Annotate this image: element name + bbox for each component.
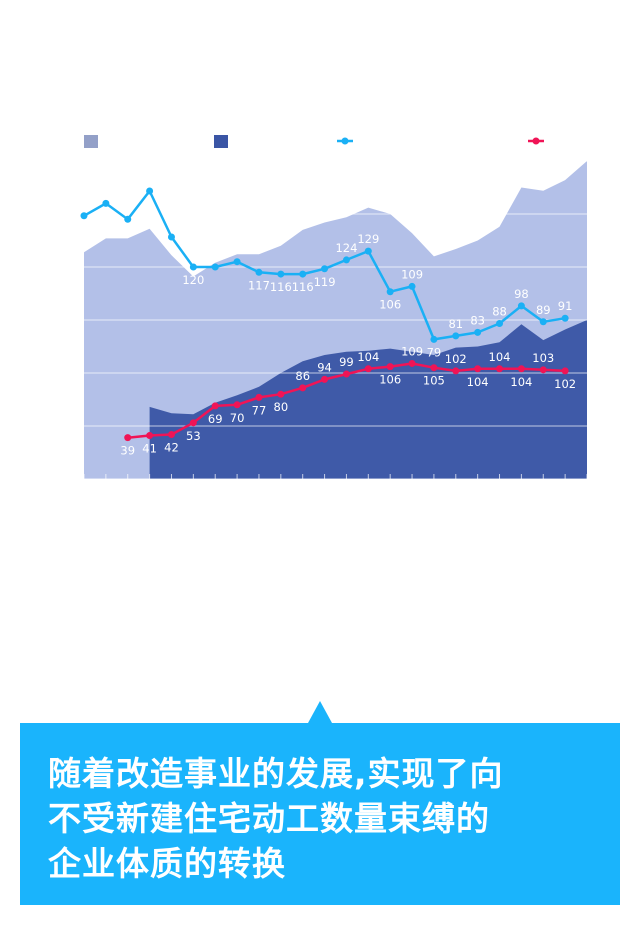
blue-series-data-label: 83 bbox=[470, 313, 485, 327]
red-series-point bbox=[386, 363, 394, 371]
red-series-data-label: 104 bbox=[489, 350, 511, 364]
red-series-data-label: 77 bbox=[252, 403, 267, 417]
blue-series-data-label: 119 bbox=[314, 275, 336, 289]
legend-marker-line-2 bbox=[532, 137, 540, 145]
callout-box: 随着改造事业的发展,实现了向 不受新建住宅动工数量束缚的 企业体质的转换 bbox=[20, 723, 620, 905]
blue-series-point bbox=[80, 212, 88, 220]
blue-series-point bbox=[364, 247, 372, 255]
blue-series-data-label: 109 bbox=[401, 267, 423, 281]
blue-series-point bbox=[299, 270, 307, 278]
red-series-point bbox=[255, 393, 263, 401]
blue-series-point bbox=[102, 199, 110, 207]
red-series-data-label: 109 bbox=[401, 344, 423, 358]
callout-text: 随着改造事业的发展,实现了向 不受新建住宅动工数量束缚的 企业体质的转换 bbox=[48, 751, 600, 886]
blue-series-point bbox=[233, 258, 241, 266]
blue-series-data-label: 120 bbox=[182, 273, 204, 287]
red-series-point bbox=[167, 430, 175, 438]
red-series-point bbox=[364, 365, 372, 373]
blue-series-data-label: 88 bbox=[492, 305, 507, 319]
red-series-data-label: 106 bbox=[379, 373, 401, 387]
blue-series-point bbox=[189, 263, 197, 271]
callout-pointer bbox=[308, 701, 332, 723]
blue-series-point bbox=[539, 318, 547, 326]
blue-series-point bbox=[167, 233, 175, 241]
blue-series-point bbox=[255, 268, 263, 276]
red-series-data-label: 41 bbox=[142, 442, 157, 456]
blue-series-point bbox=[561, 314, 569, 322]
blue-series-data-label: 81 bbox=[448, 317, 463, 331]
red-series-data-label: 80 bbox=[274, 400, 289, 414]
red-series-point bbox=[124, 434, 132, 442]
red-series-data-label: 104 bbox=[357, 350, 379, 364]
red-series-data-label: 102 bbox=[554, 377, 576, 391]
blue-series-point bbox=[496, 320, 504, 328]
red-series-data-label: 53 bbox=[186, 429, 201, 443]
callout-line-3: 企业体质的转换 bbox=[48, 844, 286, 883]
red-series-data-label: 86 bbox=[295, 369, 310, 383]
red-series-data-label: 104 bbox=[467, 375, 489, 389]
blue-series-data-label: 91 bbox=[558, 299, 573, 313]
red-series-point bbox=[233, 401, 241, 409]
blue-series-point bbox=[408, 282, 416, 290]
red-series-data-label: 103 bbox=[532, 351, 554, 365]
red-series-data-label: 42 bbox=[164, 440, 179, 454]
red-series-point bbox=[342, 370, 350, 378]
red-series-point bbox=[430, 364, 438, 372]
red-series-data-label: 94 bbox=[317, 360, 332, 374]
blue-series-data-label: 117 bbox=[248, 278, 270, 292]
red-series-point bbox=[496, 365, 504, 373]
area-series-2 bbox=[149, 320, 587, 479]
red-series-data-label: 39 bbox=[120, 444, 135, 458]
blue-series-data-label: 129 bbox=[357, 232, 379, 246]
red-series-point bbox=[299, 384, 307, 392]
red-series-point bbox=[539, 366, 547, 374]
red-series-point bbox=[189, 419, 197, 427]
red-series-point bbox=[321, 375, 329, 383]
blue-series-point bbox=[386, 288, 394, 296]
red-series-point bbox=[146, 432, 154, 440]
blue-series-data-label: 89 bbox=[536, 303, 551, 317]
legend-marker-line-1 bbox=[341, 137, 349, 145]
red-series-point bbox=[277, 390, 285, 398]
red-series-point bbox=[517, 365, 525, 373]
callout-line-2: 不受新建住宅动工数量束缚的 bbox=[48, 799, 490, 838]
red-series-data-label: 105 bbox=[423, 374, 445, 388]
red-series-data-label: 69 bbox=[208, 412, 223, 426]
red-series-point bbox=[211, 402, 219, 410]
legend-swatch-area-1 bbox=[84, 135, 98, 148]
red-series-point bbox=[474, 365, 482, 373]
blue-series-data-label: 116 bbox=[292, 280, 314, 294]
red-series-data-label: 104 bbox=[510, 375, 532, 389]
blue-series-point bbox=[517, 302, 525, 310]
red-series-point bbox=[561, 367, 569, 375]
red-series-data-label: 102 bbox=[445, 352, 467, 366]
red-series-point bbox=[452, 367, 460, 375]
legend-swatch-area-2 bbox=[214, 135, 228, 148]
blue-series-point bbox=[452, 332, 460, 340]
blue-series-point bbox=[430, 335, 438, 343]
blue-series-point bbox=[321, 265, 329, 273]
red-series-point bbox=[408, 359, 416, 367]
blue-series-point bbox=[474, 328, 482, 336]
blue-series-data-label: 98 bbox=[514, 287, 529, 301]
blue-series-data-label: 79 bbox=[427, 345, 442, 359]
blue-series-point bbox=[211, 263, 219, 271]
blue-series-point bbox=[146, 187, 154, 195]
callout-line-1: 随着改造事业的发展,实现了向 bbox=[48, 754, 504, 793]
blue-series-data-label: 116 bbox=[270, 280, 292, 294]
blue-series-data-label: 106 bbox=[379, 298, 401, 312]
red-series-data-label: 99 bbox=[339, 355, 354, 369]
blue-series-point bbox=[277, 270, 285, 278]
blue-series-point bbox=[124, 215, 132, 223]
blue-series-point bbox=[342, 256, 350, 264]
blue-series-data-label: 123 bbox=[226, 243, 248, 257]
red-series-data-label: 70 bbox=[230, 411, 245, 425]
blue-series-data-label: 124 bbox=[335, 241, 357, 255]
